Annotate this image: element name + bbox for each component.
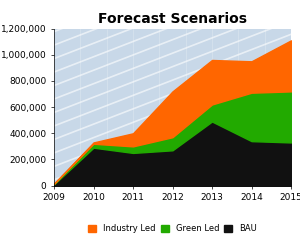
Legend: Industry Led, Green Led, BAU: Industry Led, Green Led, BAU (88, 224, 257, 233)
Title: Forecast Scenarios: Forecast Scenarios (98, 12, 247, 26)
